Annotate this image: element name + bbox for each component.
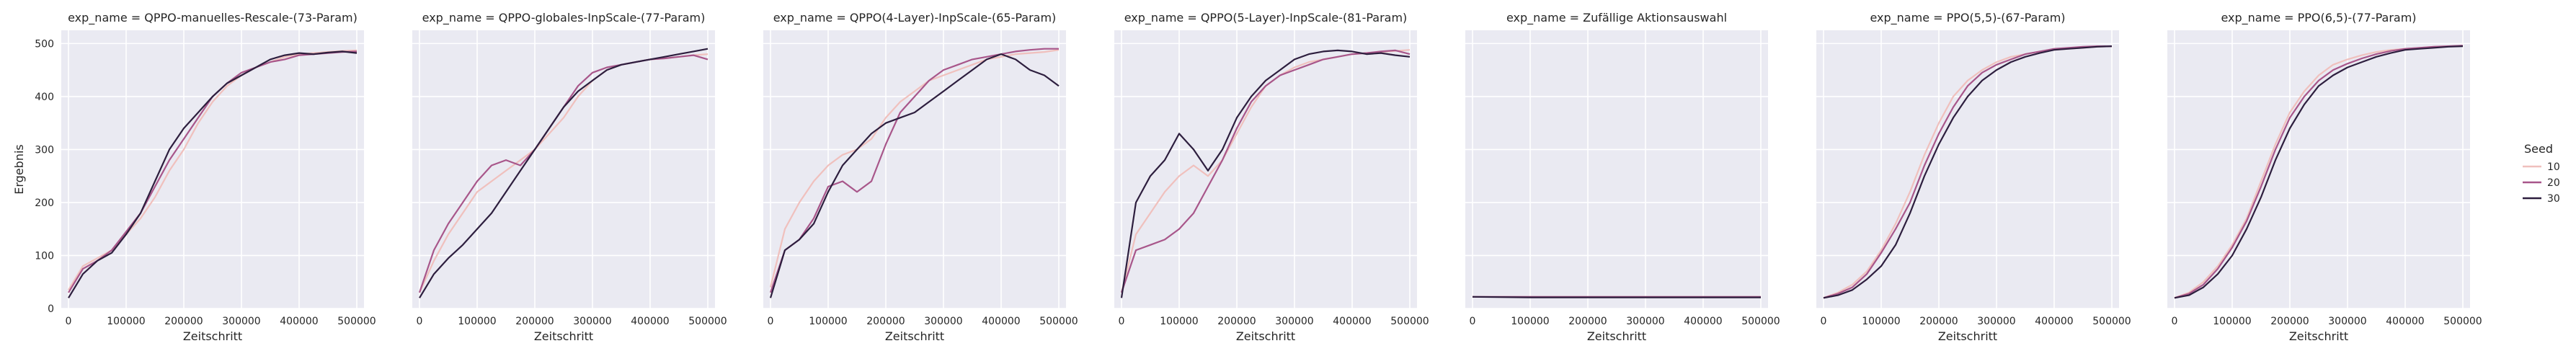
facet-title: exp_name = Zufällige Aktionsauswahl — [1506, 11, 1727, 25]
x-tick-label: 100000 — [458, 316, 496, 327]
x-axis-label: Zeitschritt — [1938, 329, 1997, 343]
x-tick-label: 300000 — [573, 316, 611, 327]
series-line-seed-20 — [2174, 45, 2464, 299]
legend: Seed 10 20 30 — [2523, 142, 2560, 205]
y-axis-label: Ergebnis — [12, 144, 26, 194]
series-line-seed-30 — [68, 50, 357, 298]
x-tick-label: 500000 — [337, 316, 376, 327]
plot-area — [412, 30, 715, 308]
series-line-seed-30 — [1472, 296, 1761, 298]
x-tick-label: 0 — [1821, 316, 1827, 327]
x-tick-label: 0 — [417, 316, 423, 327]
x-tick-label: 500000 — [688, 316, 727, 327]
plot-area — [1816, 30, 2119, 308]
x-tick-label: 200000 — [1217, 316, 1256, 327]
facet-panel-6: exp_name = PPO(5,5)-(67-Param) 0 100000 200… — [1816, 11, 2131, 343]
legend-label-seed-20: 20 — [2547, 177, 2560, 189]
plot-area — [2167, 30, 2470, 308]
x-tick-label: 300000 — [1275, 316, 1313, 327]
series-line-seed-20 — [1823, 45, 2112, 299]
facet-panel-3: exp_name = QPPO(4-Layer)-InpScale-(65-Pa… — [763, 11, 1078, 343]
x-tick-label: 300000 — [924, 316, 962, 327]
y-tick-label: 200 — [35, 197, 54, 209]
x-tick-label: 500000 — [1741, 316, 1780, 327]
facet-panel-5: exp_name = Zufällige Aktionsauswahl 0 1000… — [1465, 11, 1780, 343]
x-tick-label: 200000 — [164, 316, 203, 327]
y-tick-label: 500 — [35, 38, 54, 50]
x-tick-label: 100000 — [107, 316, 145, 327]
y-tick-label: 400 — [35, 92, 54, 103]
series-line-seed-30 — [2174, 45, 2464, 299]
x-tick-label: 100000 — [1160, 316, 1198, 327]
x-tick-label: 100000 — [1511, 316, 1549, 327]
facet-title: exp_name = QPPO(4-Layer)-InpScale-(65-Pa… — [773, 11, 1057, 25]
series-line-seed-10 — [769, 49, 1060, 288]
series-line-seed-30 — [419, 48, 709, 298]
facet-title: exp_name = QPPO(5-Layer)-InpScale-(81-Pa… — [1124, 11, 1408, 25]
x-tick-label: 500000 — [2443, 316, 2482, 327]
x-tick-label: 300000 — [222, 316, 260, 327]
x-tick-label: 200000 — [1919, 316, 1958, 327]
x-tick-label: 0 — [1470, 316, 1476, 327]
x-tick-label: 400000 — [1684, 316, 1722, 327]
x-tick-label: 300000 — [1626, 316, 1664, 327]
x-tick-label: 400000 — [982, 316, 1020, 327]
plot-area — [61, 30, 364, 308]
x-axis-label: Zeitschritt — [2289, 329, 2348, 343]
x-tick-label: 500000 — [2092, 316, 2131, 327]
x-tick-label: 200000 — [866, 316, 905, 327]
x-tick-label: 0 — [1119, 316, 1125, 327]
x-tick-label: 100000 — [809, 316, 847, 327]
series-line-seed-30 — [1823, 45, 2113, 299]
facet-title: exp_name = PPO(6,5)-(77-Param) — [2221, 11, 2416, 25]
x-tick-label: 100000 — [1862, 316, 1900, 327]
y-tick-label: 100 — [35, 250, 54, 262]
series-line-seed-30 — [1120, 49, 1411, 298]
x-axis-label: Zeitschritt — [1236, 329, 1295, 343]
facet-panel-2: exp_name = QPPO-globales-InpScale-(77-Pa… — [412, 11, 727, 343]
facet-title: exp_name = QPPO-manuelles-Rescale-(73-Pa… — [68, 11, 357, 25]
x-axis-label: Zeitschritt — [534, 329, 593, 343]
facet-panel-7: exp_name = PPO(6,5)-(77-Param) 0 100000 200… — [2167, 11, 2482, 343]
x-tick-label: 500000 — [1390, 316, 1429, 327]
facet-title: exp_name = QPPO-globales-InpScale-(77-Pa… — [422, 11, 706, 25]
plot-area — [1465, 30, 1768, 308]
x-axis-label: Zeitschritt — [885, 329, 944, 343]
facet-title: exp_name = PPO(5,5)-(67-Param) — [1870, 11, 2065, 25]
facet-panel-1: exp_name = QPPO-manuelles-Rescale-(73-Pa… — [12, 11, 376, 343]
series-line-seed-30 — [769, 53, 1060, 298]
x-tick-label: 400000 — [2035, 316, 2073, 327]
plot-area — [1114, 30, 1417, 308]
x-tick-label: 300000 — [2328, 316, 2366, 327]
x-tick-label: 400000 — [2386, 316, 2424, 327]
legend-label-seed-10: 10 — [2547, 161, 2560, 173]
y-tick-label: 300 — [35, 144, 54, 156]
series-line-seed-20 — [769, 48, 1059, 293]
facet-panel-4: exp_name = QPPO(5-Layer)-InpScale-(81-Pa… — [1114, 11, 1429, 343]
x-tick-label: 0 — [768, 316, 774, 327]
x-tick-label: 400000 — [1333, 316, 1371, 327]
x-tick-label: 300000 — [1977, 316, 2015, 327]
x-tick-label: 200000 — [515, 316, 554, 327]
y-tick-label: 0 — [48, 303, 54, 315]
x-tick-label: 0 — [2172, 316, 2178, 327]
x-tick-label: 400000 — [631, 316, 669, 327]
x-tick-label: 400000 — [280, 316, 318, 327]
x-tick-label: 100000 — [2213, 316, 2251, 327]
x-tick-label: 200000 — [2270, 316, 2309, 327]
x-axis-label: Zeitschritt — [183, 329, 242, 343]
x-tick-label: 200000 — [1568, 316, 1607, 327]
x-axis-label: Zeitschritt — [1587, 329, 1646, 343]
x-tick-label: 500000 — [1039, 316, 1078, 327]
legend-label-seed-30: 30 — [2547, 193, 2560, 205]
legend-title: Seed — [2524, 142, 2553, 156]
x-tick-label: 0 — [66, 316, 72, 327]
plot-area — [763, 30, 1066, 308]
